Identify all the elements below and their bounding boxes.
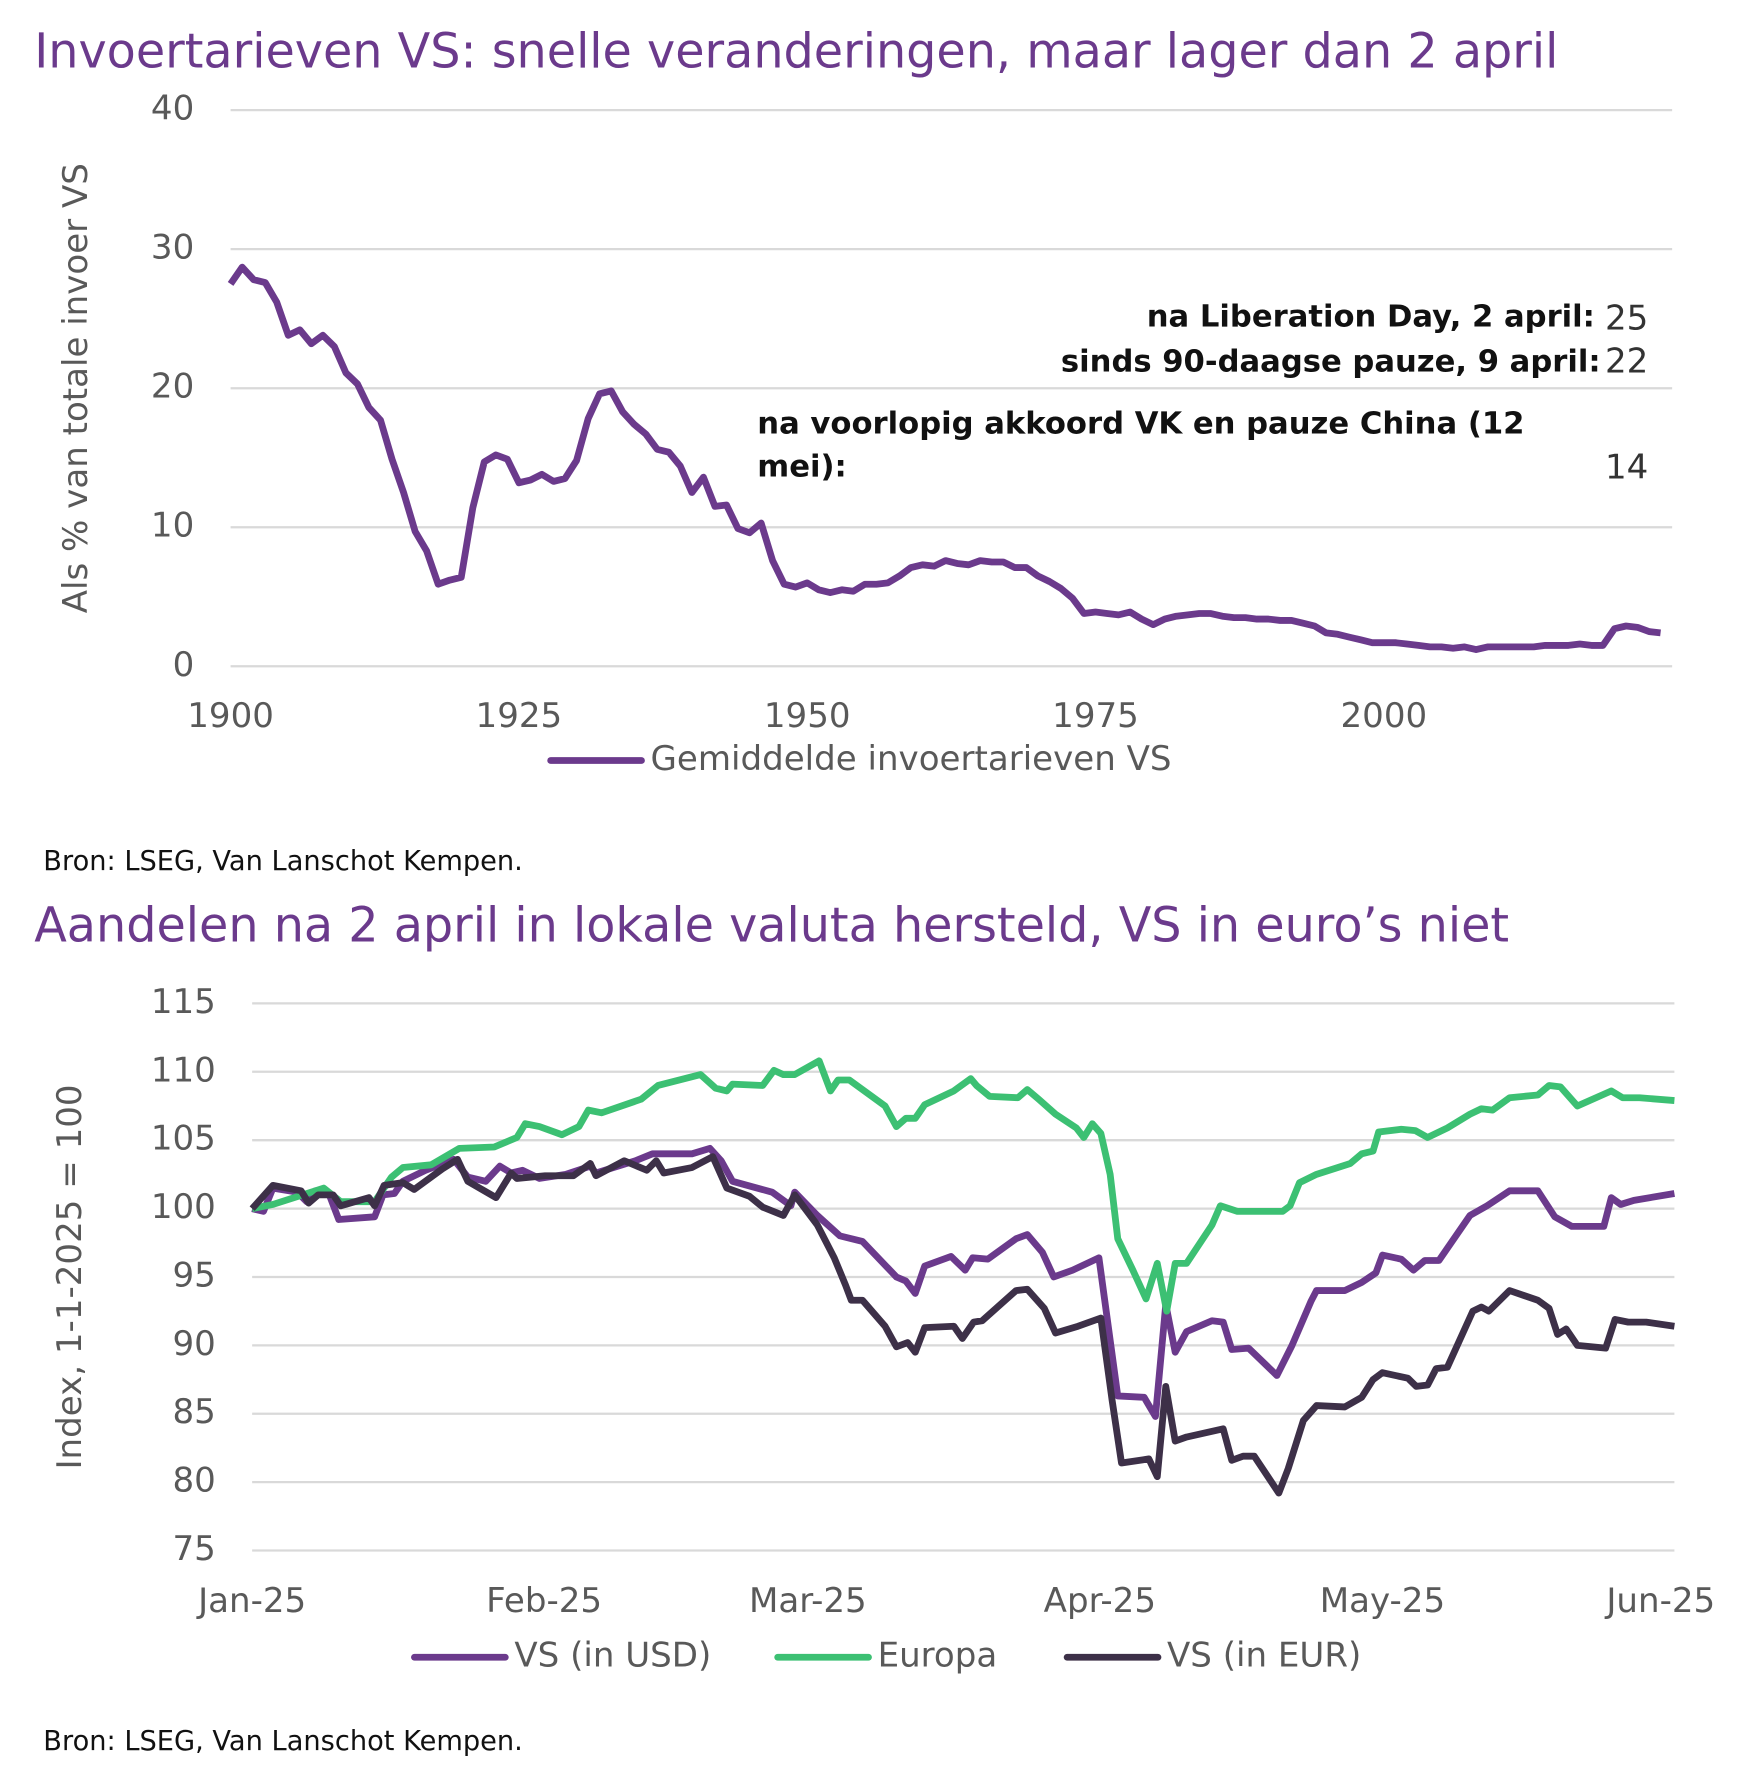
legend-label: Gemiddelde invoertarieven VS <box>651 739 1172 779</box>
y-tick-label: 115 <box>151 982 216 1022</box>
y-axis-label: Als % van totale invoer VS <box>56 163 96 613</box>
y-tick-label: 40 <box>151 89 194 129</box>
y-tick-label: 95 <box>172 1255 215 1295</box>
source: Bron: LSEG, Van Lanschot Kempen. <box>43 1726 523 1757</box>
annotation-value: 25 <box>1605 299 1648 339</box>
source: Bron: LSEG, Van Lanschot Kempen. <box>43 846 523 877</box>
y-tick-label: 90 <box>172 1324 215 1364</box>
annotation: na Liberation Day, 2 april: <box>1147 299 1595 334</box>
chart-title: Invoertarieven VS: snelle veranderingen,… <box>34 24 1558 79</box>
data-line <box>251 1144 1675 1420</box>
x-tick-label: Feb-25 <box>486 1581 602 1621</box>
y-tick-label: 80 <box>172 1461 215 1501</box>
y-tick-label: 20 <box>151 367 194 407</box>
annotation-value: 14 <box>1605 447 1648 487</box>
y-tick-label: 30 <box>151 228 194 268</box>
x-tick-label: Mar-25 <box>749 1581 867 1621</box>
x-tick-label: 1975 <box>1052 696 1139 736</box>
annotation-box: na voorlopig akkoord VK en pauze China (… <box>757 406 1525 485</box>
annotation-value: 22 <box>1605 342 1648 382</box>
x-tick-label: 1900 <box>187 696 274 736</box>
y-axis-label: Index, 1-1-2025 = 100 <box>50 1084 90 1469</box>
x-tick-label: Apr-25 <box>1044 1581 1156 1621</box>
data-line <box>227 263 1661 654</box>
chart-title: Aandelen na 2 april in lokale valuta her… <box>34 898 1509 953</box>
annotation: sinds 90-daagse pauze, 9 april: <box>1061 345 1601 380</box>
x-tick-label: 2000 <box>1340 696 1427 736</box>
data-line <box>249 1153 1675 1497</box>
y-tick-label: 85 <box>172 1392 215 1432</box>
y-tick-label: 100 <box>151 1187 216 1227</box>
x-tick-label: 1950 <box>764 696 851 736</box>
legend-label: Europa <box>878 1636 998 1676</box>
data-line <box>251 1057 1675 1315</box>
x-tick-label: May-25 <box>1320 1581 1445 1621</box>
x-tick-label: 1925 <box>476 696 563 736</box>
y-tick-label: 0 <box>173 645 195 685</box>
y-tick-label: 75 <box>172 1529 215 1569</box>
legend-label: VS (in EUR) <box>1167 1636 1361 1676</box>
y-tick-label: 10 <box>151 506 194 546</box>
x-tick-label: Jun-25 <box>1604 1581 1715 1621</box>
annotation: na voorlopig akkoord VK en pauze China (… <box>757 406 1525 485</box>
y-tick-label: 105 <box>151 1119 216 1159</box>
y-tick-label: 110 <box>151 1050 216 1090</box>
legend-label: VS (in USD) <box>514 1636 711 1676</box>
x-tick-label: Jan-25 <box>196 1581 306 1621</box>
